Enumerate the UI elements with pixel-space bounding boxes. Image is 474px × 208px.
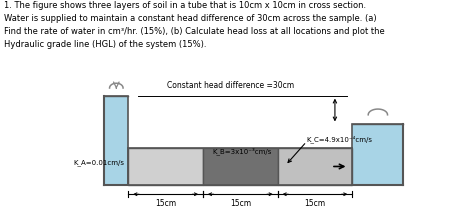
Text: 1. The figure shows three layers of soil in a tube that is 10cm x 10cm in cross : 1. The figure shows three layers of soil…: [4, 1, 384, 48]
Text: K_A=0.01cm/s: K_A=0.01cm/s: [73, 159, 125, 166]
Bar: [128, 148, 203, 185]
Text: K_B=3x10⁻³cm/s: K_B=3x10⁻³cm/s: [213, 147, 272, 155]
Text: 15cm: 15cm: [155, 199, 176, 208]
Bar: [352, 124, 403, 185]
Text: Constant head difference =30cm: Constant head difference =30cm: [167, 81, 294, 90]
Text: 15cm: 15cm: [230, 199, 251, 208]
Text: 15cm: 15cm: [304, 199, 326, 208]
Bar: [203, 148, 278, 185]
Text: K_C=4.9x10⁻⁴cm/s: K_C=4.9x10⁻⁴cm/s: [307, 135, 373, 143]
Bar: [278, 148, 352, 185]
Bar: [104, 96, 128, 185]
